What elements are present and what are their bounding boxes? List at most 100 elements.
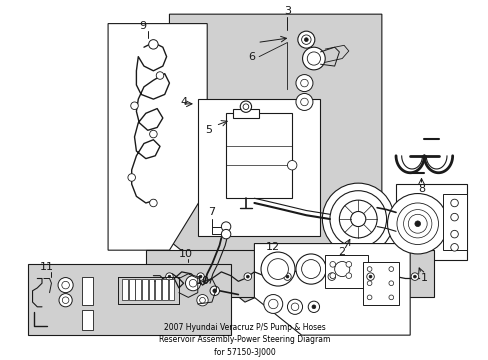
Circle shape xyxy=(388,267,393,271)
Circle shape xyxy=(287,299,302,314)
Circle shape xyxy=(287,161,296,170)
Circle shape xyxy=(450,213,457,221)
Circle shape xyxy=(59,294,72,307)
Polygon shape xyxy=(108,24,207,250)
Circle shape xyxy=(212,289,216,293)
Bar xyxy=(122,279,128,300)
Text: 8: 8 xyxy=(417,184,424,194)
Bar xyxy=(135,279,141,300)
Circle shape xyxy=(403,210,431,238)
Circle shape xyxy=(295,254,325,284)
Circle shape xyxy=(264,294,282,314)
Bar xyxy=(325,255,367,288)
Bar xyxy=(197,99,320,236)
Circle shape xyxy=(148,40,158,49)
Circle shape xyxy=(334,261,349,276)
Text: 6: 6 xyxy=(247,51,255,62)
Circle shape xyxy=(301,35,310,44)
Circle shape xyxy=(221,222,230,231)
Text: 7: 7 xyxy=(208,207,215,217)
Text: 2: 2 xyxy=(337,247,344,257)
Circle shape xyxy=(297,31,314,48)
Circle shape xyxy=(128,174,135,181)
Polygon shape xyxy=(254,244,409,335)
Bar xyxy=(148,279,154,300)
Circle shape xyxy=(322,183,393,255)
Circle shape xyxy=(329,261,335,267)
Circle shape xyxy=(156,72,163,79)
Circle shape xyxy=(366,273,373,280)
Circle shape xyxy=(301,260,320,279)
Text: 9: 9 xyxy=(139,22,146,31)
Circle shape xyxy=(302,47,325,70)
Circle shape xyxy=(210,286,219,296)
Circle shape xyxy=(346,273,351,279)
Bar xyxy=(442,194,466,250)
Bar xyxy=(232,109,259,118)
Circle shape xyxy=(311,305,315,309)
Circle shape xyxy=(291,303,298,311)
Bar xyxy=(145,250,433,297)
Bar xyxy=(28,264,230,335)
Circle shape xyxy=(62,297,69,303)
Text: 10: 10 xyxy=(178,249,192,259)
Circle shape xyxy=(168,275,170,278)
Bar xyxy=(81,276,93,305)
Circle shape xyxy=(199,275,202,278)
Bar xyxy=(81,310,93,330)
Circle shape xyxy=(197,273,204,280)
Circle shape xyxy=(244,273,251,280)
Circle shape xyxy=(388,281,393,285)
Circle shape xyxy=(246,275,249,278)
Circle shape xyxy=(261,252,294,286)
Bar xyxy=(155,279,161,300)
Circle shape xyxy=(304,38,307,41)
Circle shape xyxy=(268,299,278,309)
Circle shape xyxy=(327,273,335,280)
Text: 12: 12 xyxy=(265,242,280,252)
Text: 1: 1 xyxy=(420,274,427,283)
Circle shape xyxy=(328,256,355,282)
Bar xyxy=(225,113,291,198)
Circle shape xyxy=(330,275,332,278)
Circle shape xyxy=(346,261,351,267)
Circle shape xyxy=(185,276,200,291)
Circle shape xyxy=(410,273,418,280)
Circle shape xyxy=(149,199,157,207)
Circle shape xyxy=(189,279,197,287)
Circle shape xyxy=(450,230,457,238)
Circle shape xyxy=(283,273,291,280)
Circle shape xyxy=(407,214,427,233)
Circle shape xyxy=(388,295,393,300)
Circle shape xyxy=(366,281,371,285)
Bar xyxy=(162,279,167,300)
Text: 3: 3 xyxy=(284,6,290,16)
Text: 2007 Hyundai Veracruz P/S Pump & Hoses
Reservoir Assembly-Power Steering Diagram: 2007 Hyundai Veracruz P/S Pump & Hoses R… xyxy=(159,323,330,357)
Circle shape xyxy=(450,199,457,207)
Text: 5: 5 xyxy=(205,125,212,135)
Circle shape xyxy=(300,98,307,106)
Circle shape xyxy=(300,79,307,87)
Circle shape xyxy=(307,301,319,312)
Circle shape xyxy=(368,275,371,278)
Circle shape xyxy=(329,191,386,247)
Circle shape xyxy=(295,75,312,91)
Circle shape xyxy=(366,267,371,271)
Circle shape xyxy=(199,297,205,303)
Circle shape xyxy=(329,273,335,279)
Circle shape xyxy=(339,200,376,238)
Text: 4: 4 xyxy=(180,97,187,107)
Bar xyxy=(142,279,147,300)
Circle shape xyxy=(366,295,371,300)
Circle shape xyxy=(221,229,230,239)
Bar xyxy=(395,184,466,260)
Circle shape xyxy=(149,130,157,138)
Circle shape xyxy=(295,94,312,111)
Circle shape xyxy=(240,101,251,112)
Circle shape xyxy=(130,102,138,109)
Circle shape xyxy=(306,52,320,65)
Circle shape xyxy=(61,281,69,289)
Circle shape xyxy=(413,275,415,278)
Circle shape xyxy=(58,278,73,293)
Bar xyxy=(362,262,398,305)
